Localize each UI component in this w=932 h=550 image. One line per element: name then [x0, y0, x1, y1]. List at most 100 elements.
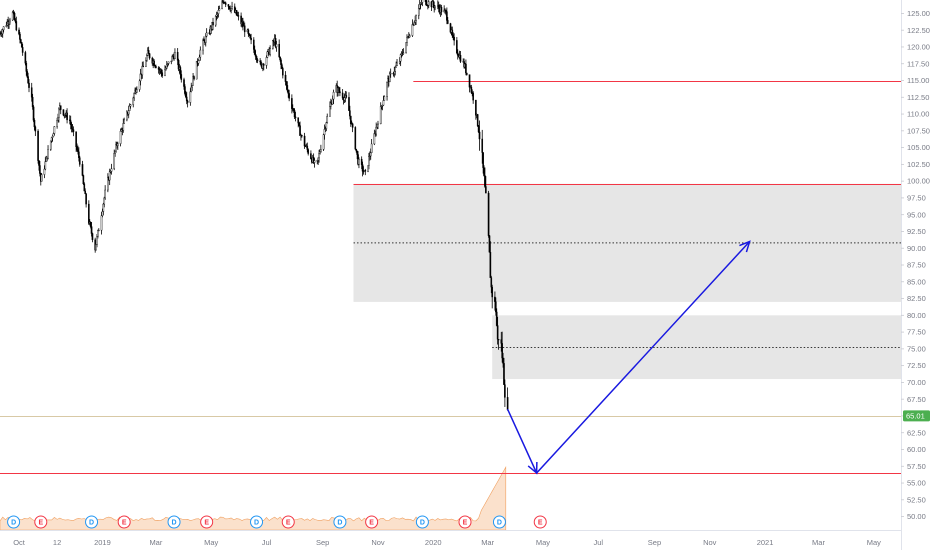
candle [351, 122, 354, 133]
candle-body [485, 186, 487, 194]
candle [379, 102, 382, 125]
candle [100, 211, 103, 235]
candle-body [184, 86, 186, 94]
candle-body [376, 124, 378, 128]
event-marker-circle [365, 515, 379, 529]
earnings-marker[interactable]: E [117, 515, 131, 529]
candle-body [117, 143, 119, 146]
candle-body [204, 35, 207, 43]
candle [318, 149, 320, 163]
candle-body [14, 19, 17, 22]
candle-body [44, 161, 47, 170]
candle [497, 338, 500, 350]
candle [141, 61, 144, 79]
candle-body [437, 5, 440, 9]
candle [167, 61, 170, 66]
candle-body [227, 4, 230, 7]
candle-body [281, 64, 283, 69]
candle [129, 103, 132, 109]
candle-body [237, 15, 240, 17]
candle-body [383, 96, 386, 101]
candle-body [405, 42, 407, 53]
candle-body [97, 229, 99, 237]
candle-body [341, 92, 344, 99]
candle [186, 99, 189, 108]
candle [132, 96, 135, 108]
candle-body [375, 126, 377, 135]
candle-body [434, 5, 436, 8]
earnings-marker[interactable]: E [281, 515, 295, 529]
candle [299, 121, 301, 136]
candle [367, 165, 369, 173]
candle-body [191, 85, 193, 88]
candle-body [21, 47, 24, 53]
candle-body [126, 111, 128, 121]
candle-body [114, 150, 116, 154]
zones [353, 183, 901, 380]
earnings-marker[interactable]: E [458, 515, 472, 529]
earnings-marker[interactable]: E [365, 515, 379, 529]
time-axis[interactable]: Oct 12 2019 Mar May Jul Sep Nov 2020 Mar May Jul Sep… [13, 538, 881, 547]
time-tick-label: Sep [648, 538, 661, 547]
dividend-marker[interactable]: D [333, 515, 347, 529]
candle-body [179, 67, 182, 75]
projection-arrow [506, 240, 751, 475]
earnings-marker[interactable]: E [34, 515, 48, 529]
candle-body [269, 48, 271, 55]
dividend-marker[interactable]: D [7, 515, 21, 529]
candle-body [408, 35, 411, 38]
candle [388, 71, 391, 83]
candle-body [338, 87, 340, 92]
earnings-marker[interactable]: E [533, 515, 547, 529]
dividend-marker[interactable]: D [492, 515, 506, 529]
last-price-tag-box [903, 410, 930, 422]
candle [83, 182, 86, 192]
candle [243, 22, 246, 37]
candle-body [88, 203, 90, 224]
candle [82, 174, 85, 185]
candle [468, 74, 471, 93]
candle-body [406, 37, 408, 43]
candle-body [487, 192, 490, 236]
horizontal-lines [0, 81, 901, 474]
candle-body [132, 97, 135, 105]
candle [355, 148, 358, 153]
time-tick-label: Jul [262, 538, 272, 547]
dividend-marker[interactable]: D [415, 515, 429, 529]
dividend-marker[interactable]: D [85, 515, 99, 529]
candle-body [465, 63, 467, 74]
candle [382, 95, 385, 106]
candle-body [388, 73, 391, 83]
candle [9, 17, 11, 25]
candle-body [113, 152, 116, 169]
candle [306, 142, 309, 153]
candle [180, 70, 183, 83]
earnings-marker[interactable]: E [200, 515, 214, 529]
candle [199, 46, 202, 61]
candle [97, 229, 99, 239]
candle [345, 91, 348, 99]
candle [127, 105, 130, 119]
dividend-marker[interactable]: D [250, 515, 264, 529]
candle-body [91, 233, 94, 240]
candle [297, 117, 300, 128]
price-tick-label: 52.50 [907, 495, 926, 504]
candle [44, 157, 47, 171]
candle-body [421, 0, 424, 3]
candle-body [176, 51, 179, 61]
candle [369, 148, 372, 160]
candle [406, 34, 408, 47]
candle-body [393, 71, 396, 75]
candle [204, 33, 207, 47]
event-marker-circle [200, 515, 214, 529]
candle [133, 92, 135, 101]
candle-body [133, 93, 135, 99]
candle-body [279, 56, 281, 61]
dividend-marker[interactable]: D [167, 515, 181, 529]
candle [98, 228, 100, 232]
candle [47, 145, 49, 160]
price-axis[interactable]: 50.0052.5055.0057.5060.0062.5065.0067.50… [901, 9, 930, 521]
candle-body [76, 146, 78, 150]
